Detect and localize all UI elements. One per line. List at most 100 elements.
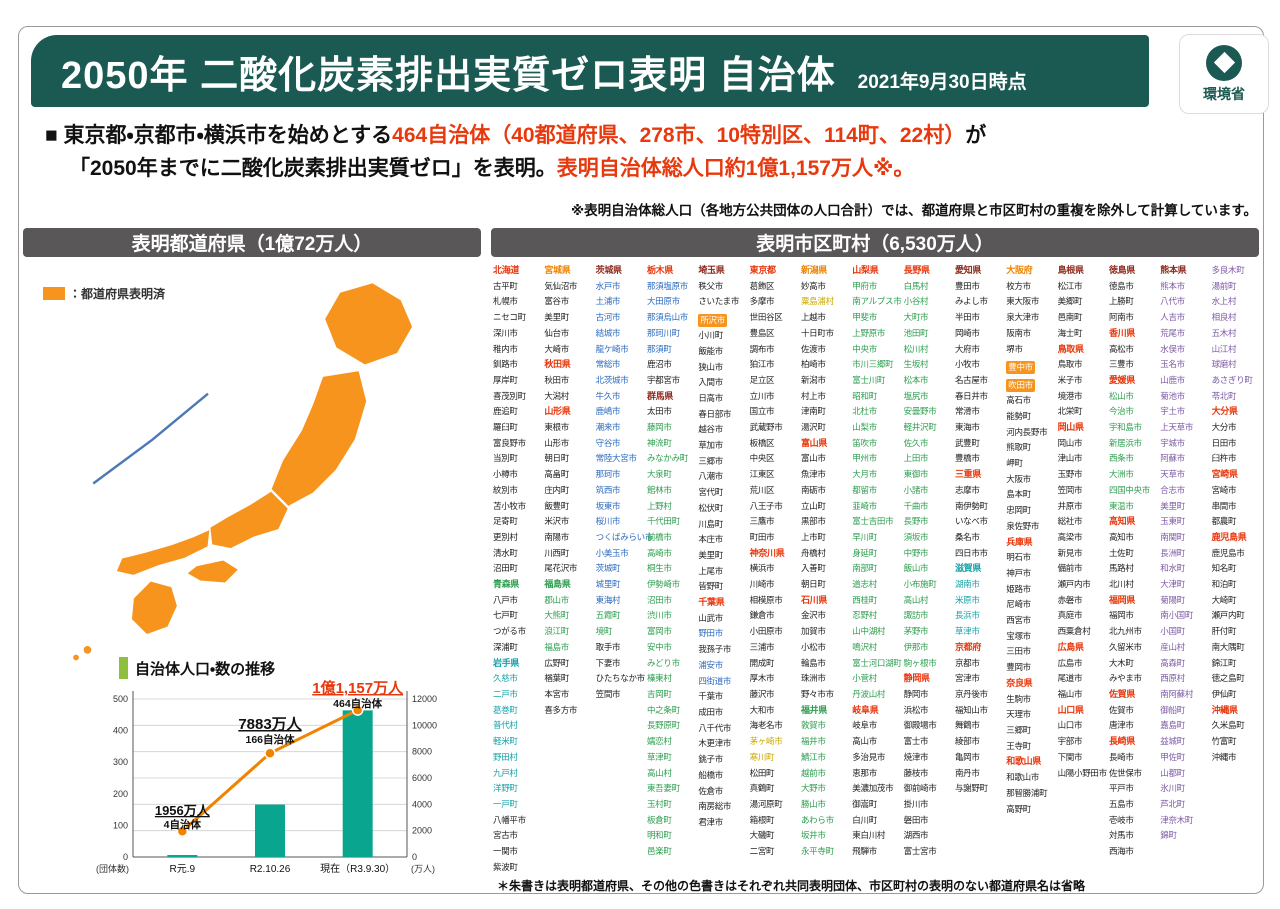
municipality-item: 横浜市	[749, 563, 775, 574]
municipality-item: 豊橋市	[954, 453, 980, 464]
municipality-item: 岬町	[1006, 458, 1023, 469]
municipality-column: 島根県 松江市 美郷町 邑南町 海士町 鳥取県 鳥取市 米子市 境港市 北栄町 岡山県 岡山市 津山市玉…	[1058, 263, 1109, 875]
municipality-item: 嬬恋村	[646, 736, 672, 747]
municipality-item: 朝日町	[800, 579, 826, 590]
prefecture-header: 愛知県	[954, 265, 982, 275]
municipality-column: 新潟県 妙高市 粟島浦村 上越市 十日町市 佐渡市 柏崎市 新潟市 村上市 津南町 湯沢町 富山県 富山…	[801, 263, 852, 875]
municipality-item: 北杜市	[852, 406, 877, 417]
municipality-item: 大磯町	[749, 830, 775, 841]
municipality-item: 志摩市	[954, 484, 980, 495]
municipality-item: 常陸大宮市	[595, 453, 637, 464]
municipality-item: 七戸町	[493, 610, 518, 621]
declared-swatch-icon	[43, 287, 65, 300]
municipality-item: 山江村	[1211, 343, 1237, 354]
municipality-item: 野々市市	[800, 688, 834, 699]
municipality-item: 苓北町	[1211, 390, 1237, 401]
municipality-item: 小布施町	[903, 579, 937, 590]
municipality-item: あさぎり町	[1211, 374, 1253, 385]
municipality-item: 国立市	[749, 406, 775, 417]
map-shikoku	[186, 559, 240, 584]
municipality-item: 入善町	[800, 563, 826, 574]
municipality-item: 伊那市	[903, 641, 929, 652]
map-hokkaido	[324, 282, 414, 366]
municipality-item: 和泊町	[1211, 579, 1237, 590]
municipality-item: 四国中央市	[1108, 484, 1150, 495]
municipality-item: 狭山市	[698, 361, 723, 372]
municipality-item: 城里町	[595, 579, 621, 590]
municipality-item: さいたま市	[698, 296, 740, 307]
summary-text-1: ■ 東京都・京都市・横浜市を始めとする	[45, 124, 393, 147]
municipality-item: 下関市	[1057, 751, 1083, 762]
municipality-item: 津奈木町	[1160, 814, 1194, 825]
prefecture-header: 香川県	[1108, 327, 1136, 338]
right-panel-header: 表明市区町村（6,530万人）	[491, 228, 1259, 257]
municipality-item: 成田市	[698, 706, 723, 717]
municipality-item: 飯豊町	[544, 500, 569, 511]
municipality-item: 高森町	[1160, 657, 1185, 668]
prefecture-header: 京都府	[954, 641, 982, 652]
prefecture-header: 岡山県	[1057, 422, 1084, 433]
municipality-item: 明石市	[1006, 552, 1031, 563]
municipality-item: 厚岸町	[493, 374, 518, 385]
municipality-column: 北海道 古平町 札幌市 ニセコ町 深川市 稚内市 釧路市 厚岸町 喜茂別町 鹿追町 羅臼町 富良野市当…	[493, 263, 544, 875]
municipality-item: 白馬村	[903, 280, 929, 291]
municipality-item: 藤岡市	[646, 422, 672, 433]
municipality-item: 常滑市	[954, 406, 980, 417]
municipality-item: 坂井市	[800, 830, 826, 841]
municipality-item: 鎌倉市	[749, 610, 775, 621]
municipality-item: 古河市	[595, 312, 621, 323]
municipality-item: 京丹後市	[954, 688, 988, 699]
municipality-item: 福知山市	[954, 704, 988, 715]
municipality-item: 荒川区	[749, 484, 775, 495]
municipality-item: 開成町	[749, 657, 775, 668]
municipality-item: 本庄市	[698, 534, 723, 545]
municipality-item: 大崎町	[1211, 594, 1237, 605]
municipality-item: 忍野村	[852, 610, 877, 621]
municipality-item: 合志市	[1160, 484, 1185, 495]
municipality-item: 上田市	[903, 453, 929, 464]
municipality-item: 富谷市	[544, 296, 569, 307]
prefecture-header: 大分県	[1211, 406, 1238, 417]
municipality-item: 松川村	[903, 343, 929, 354]
prefecture-header: 滋賀県	[954, 563, 982, 574]
municipality-item: 飯山市	[903, 563, 929, 574]
municipality-item: 知名町	[1211, 563, 1237, 574]
prefecture-header: 富山県	[800, 437, 828, 448]
municipality-item: 三郷町	[1006, 724, 1031, 735]
prefecture-header: 新潟県	[800, 265, 828, 275]
municipality-item: 多摩市	[749, 296, 775, 307]
municipality-item: 君津市	[698, 816, 723, 827]
municipality-item: 道志村	[852, 579, 877, 590]
prefecture-header: 沖縄県	[1211, 704, 1238, 715]
municipality-item: 南アルプス市	[852, 296, 902, 307]
municipality-item: 葛飾区	[749, 280, 775, 291]
sea-boundary-line	[92, 392, 209, 485]
municipality-item: 小美玉市	[595, 547, 629, 558]
prefecture-header: 佐賀県	[1108, 688, 1136, 699]
municipality-item: 宮崎市	[1211, 484, 1237, 495]
municipality-item: 高野町	[1006, 803, 1031, 814]
municipality-item: 茨城町	[595, 563, 621, 574]
municipality-item: 錦町	[1160, 830, 1177, 841]
municipality-item: 東大阪市	[1006, 296, 1040, 307]
slide: 2050年 二酸化炭素排出実質ゼロ表明 自治体 2021年9月30日時点 環境省…	[18, 26, 1269, 894]
municipality-item: 新居浜市	[1108, 437, 1142, 448]
municipality-item: 大木町	[1108, 657, 1134, 668]
municipality-item: みよし市	[954, 296, 988, 307]
municipality-item: 宮津市	[954, 673, 980, 684]
municipality-item: 安曇野市	[903, 406, 937, 417]
municipality-item: つがる市	[493, 626, 526, 637]
municipality-item: 米子市	[1057, 374, 1083, 385]
municipality-item: 岐阜市	[852, 720, 877, 731]
municipality-item: 那珂市	[595, 469, 621, 480]
svg-text:R元.9: R元.9	[170, 864, 196, 875]
summary-line-1: ■ 東京都・京都市・横浜市を始めとする464自治体（40都道府県、278市、10…	[45, 119, 1250, 152]
municipality-item: 和歌山市	[1006, 772, 1040, 783]
municipality-item: 春日井市	[954, 390, 988, 401]
municipality-item: 大月市	[852, 469, 877, 480]
municipality-item: 半田市	[954, 312, 980, 323]
municipality-item: 名古屋市	[954, 374, 988, 385]
prefecture-header: 山形県	[544, 406, 571, 417]
map-chubu-kinki	[209, 490, 289, 550]
